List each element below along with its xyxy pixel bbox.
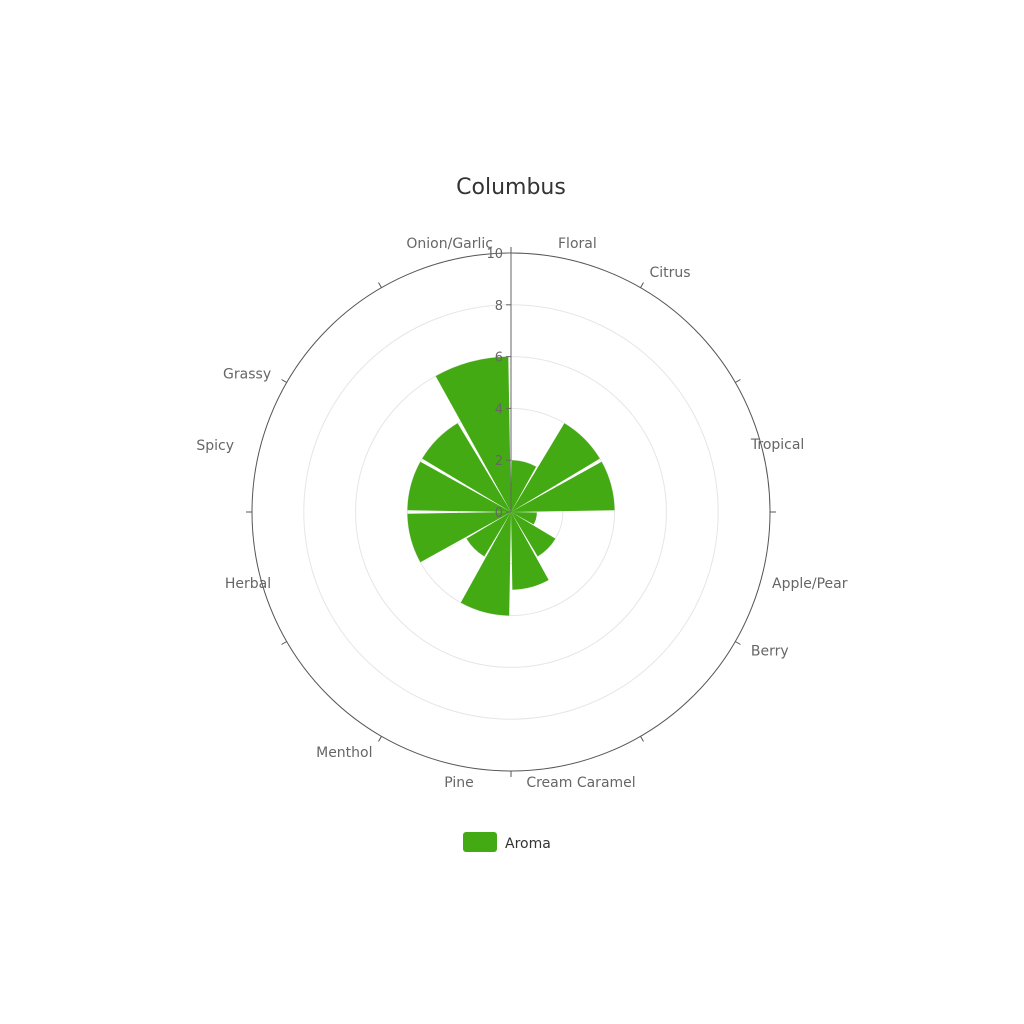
angle-tick <box>640 282 644 288</box>
legend-label-aroma[interactable]: Aroma <box>505 836 551 852</box>
bars <box>407 356 615 616</box>
bar-spicy[interactable] <box>407 461 511 512</box>
category-label: Apple/Pear <box>772 576 848 592</box>
chart-title: Columbus <box>456 175 566 200</box>
bar-menthol[interactable] <box>466 512 511 557</box>
angle-tick <box>378 282 382 288</box>
category-label: Berry <box>751 644 789 660</box>
radius-tick-label: 2 <box>495 454 503 469</box>
category-label: Cream Caramel <box>526 775 635 791</box>
angle-tick <box>735 641 741 645</box>
angle-tick <box>281 641 287 645</box>
category-label: Citrus <box>650 265 691 281</box>
angle-tick <box>640 736 644 742</box>
radius-tick-label: 10 <box>486 247 503 262</box>
legend-swatch-aroma[interactable] <box>463 832 497 852</box>
bar-tropical[interactable] <box>511 461 615 512</box>
radius-tick-label: 6 <box>495 351 503 366</box>
bar-herbal[interactable] <box>407 512 511 563</box>
category-label: Menthol <box>316 745 372 761</box>
bar-pine[interactable] <box>460 512 511 616</box>
category-label: Floral <box>558 236 597 252</box>
angle-tick <box>378 736 382 742</box>
bar-floral[interactable] <box>511 460 537 512</box>
category-label: Onion/Garlic <box>406 236 493 252</box>
bar-cream-caramel[interactable] <box>511 512 549 590</box>
bar-apple-pear[interactable] <box>511 512 537 525</box>
bar-citrus[interactable] <box>511 423 600 512</box>
category-label: Tropical <box>750 437 804 453</box>
bar-onion-garlic[interactable] <box>435 356 511 512</box>
category-label: Spicy <box>196 438 234 454</box>
legend[interactable]: Aroma <box>463 832 551 852</box>
category-label: Grassy <box>223 367 271 383</box>
category-label: Herbal <box>225 576 271 592</box>
radius-tick-label: 0 <box>495 506 503 521</box>
category-label: Pine <box>444 775 474 791</box>
bar-grassy[interactable] <box>422 423 511 512</box>
angle-tick <box>735 379 741 383</box>
bar-berry[interactable] <box>511 512 556 557</box>
radius-tick-label: 4 <box>495 402 503 417</box>
radius-tick-label: 8 <box>495 299 503 314</box>
axes: 0 2 4 6 8 10 <box>246 247 776 777</box>
angle-tick <box>281 379 287 383</box>
category-labels: Floral Citrus Tropical Apple/Pear Berry Cream… <box>196 236 847 791</box>
